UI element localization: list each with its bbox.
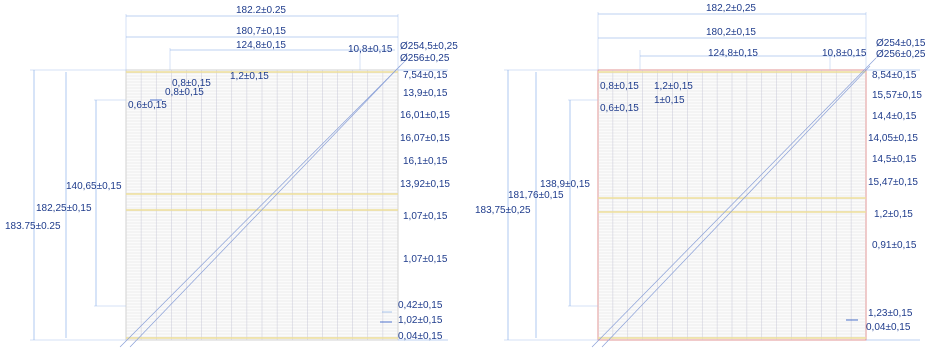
right-dim-vertical-3: 183,75±0,25 <box>475 205 531 216</box>
right-dim-vertical-1: 138,9±0,15 <box>540 179 590 190</box>
right-dim-inner-3: 1±0,15 <box>654 95 685 106</box>
left-dim-vertical-1: 140,65±0,15 <box>66 181 122 192</box>
right-dim-right-3: 14,4±0,15 <box>872 111 917 122</box>
right-dim-diameter-2: Ø256±0,25 <box>876 49 926 60</box>
right-cell-drawing <box>504 12 920 348</box>
left-cell-drawing <box>30 14 448 348</box>
right-dim-right-5: 14,5±0,15 <box>872 154 917 165</box>
left-dim-inner-3: 0,8±0,15 <box>165 87 204 98</box>
left-dim-right-9: 0,42±0,15 <box>398 300 443 311</box>
left-dim-vertical-2: 182,25±0,15 <box>36 203 92 214</box>
right-dim-right-4: 14,05±0,15 <box>868 133 918 144</box>
left-dim-right-4: 16,07±0,15 <box>400 133 450 144</box>
left-dim-right-10: 1,02±0,15 <box>398 315 443 326</box>
right-dim-overall-width: 182,2±0,25 <box>706 3 756 14</box>
left-dim-right-8: 1,07±0,15 <box>403 254 448 265</box>
left-dim-right-3: 16,01±0,15 <box>400 110 450 121</box>
right-dim-inner-2: 1,2±0,15 <box>654 81 693 92</box>
left-dim-diameter-1: Ø254,5±0,25 <box>400 41 458 52</box>
left-dim-right-5: 16,1±0,15 <box>403 156 448 167</box>
left-dim-inner-1: 0,8±0,15 <box>172 78 211 89</box>
right-diagonal-2 <box>601 65 871 348</box>
left-dim-width-2: 180,7±0,15 <box>236 26 286 37</box>
right-dim-diameter-1: Ø254±0,15 <box>876 38 926 49</box>
left-diagonal-1 <box>119 57 409 348</box>
left-dim-inner-4: 0,6±0,15 <box>128 100 167 111</box>
right-dim-inner-4: 0,6±0,15 <box>600 103 639 114</box>
right-dim-right-10: 0,04±0,15 <box>866 322 911 333</box>
left-fingers <box>140 70 384 340</box>
right-dim-right-9: 1,23±0,15 <box>868 308 913 319</box>
left-dim-inner-2: 1,2±0,15 <box>230 71 269 82</box>
left-dim-right-11: 0,04±0,15 <box>398 331 443 342</box>
right-dim-inner-1: 0,8±0,15 <box>600 81 639 92</box>
right-dim-right-6: 15,47±0,15 <box>868 177 918 188</box>
right-dim-right-7: 1,2±0,15 <box>874 209 913 220</box>
right-dim-vertical-2: 181,76±0,15 <box>508 190 564 201</box>
left-dim-right-2: 13,9±0,15 <box>403 88 448 99</box>
left-dim-right-7: 1,07±0,15 <box>403 211 448 222</box>
right-dim-edge: 10,8±0,15 <box>822 48 867 59</box>
left-dim-right-1: 7,54±0,15 <box>403 70 448 81</box>
left-dim-right-6: 13,92±0,15 <box>400 179 450 190</box>
right-dim-right-1: 8,54±0,15 <box>872 70 917 81</box>
left-dim-edge: 10,8±0,15 <box>348 44 393 55</box>
left-dim-busbar-span: 124,8±0,15 <box>236 40 286 51</box>
right-dim-right-2: 15,57±0,15 <box>872 90 922 101</box>
right-dim-width-2: 180,2±0,15 <box>706 27 756 38</box>
right-dim-right-8: 0,91±0,15 <box>872 240 917 251</box>
right-diagonal-1 <box>591 57 877 348</box>
left-dim-vertical-3: 183.75±0.25 <box>5 221 61 232</box>
left-dim-diameter-2: Ø256±0,25 <box>400 53 450 64</box>
left-dim-overall-width: 182.2±0.25 <box>236 5 286 16</box>
right-dim-busbar-span: 124,8±0,15 <box>708 48 758 59</box>
left-diagonal-2 <box>129 65 401 348</box>
